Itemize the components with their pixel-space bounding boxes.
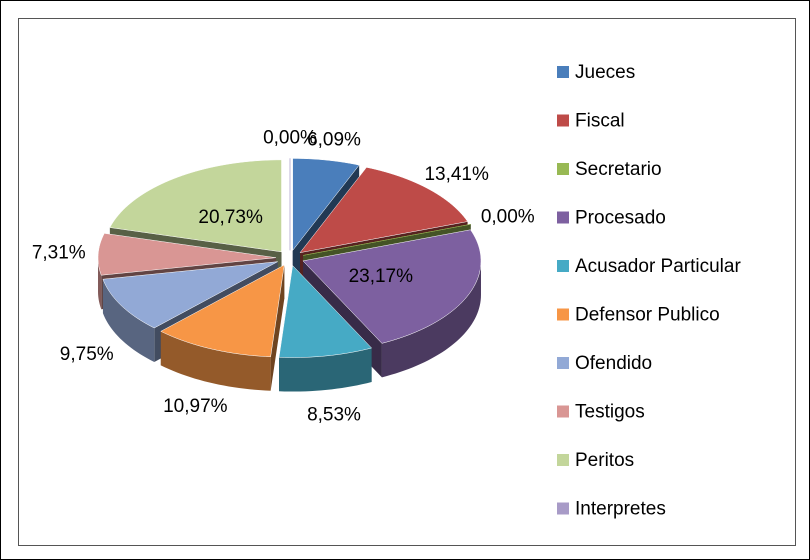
- legend-label: Procesado: [575, 208, 666, 229]
- slice-wall: [160, 331, 271, 391]
- slice-wall: [98, 257, 102, 310]
- legend-label: Ofendido: [575, 353, 652, 374]
- legend-swatch: [557, 454, 569, 466]
- slice-top: [278, 265, 373, 358]
- data-label: 20,73%: [198, 207, 263, 228]
- legend-swatch: [557, 260, 569, 272]
- legend-label: Secretario: [575, 159, 662, 180]
- legend-swatch: [557, 163, 569, 175]
- data-label: 0,00%: [481, 207, 535, 228]
- data-label: 0,00%: [263, 127, 317, 148]
- plot-area-border: [18, 18, 796, 546]
- legend-swatch: [557, 308, 569, 321]
- legend-label: Interpretes: [575, 499, 666, 520]
- data-label: 8,53%: [307, 404, 361, 425]
- legend-swatch: [557, 502, 569, 515]
- slice-top: [102, 261, 278, 329]
- data-label: 9,75%: [60, 344, 114, 365]
- legend-swatch: [557, 66, 569, 78]
- data-label: 7,31%: [32, 242, 86, 263]
- slice-top: [292, 158, 360, 252]
- slice-top: [160, 264, 285, 358]
- slice-top: [303, 224, 471, 256]
- slice-top: [302, 229, 482, 344]
- data-label: 23,17%: [349, 266, 414, 287]
- slice-wall: [381, 260, 481, 378]
- slice-top: [109, 159, 282, 253]
- legend-label: Fiscal: [575, 111, 625, 132]
- legend-label: Testigos: [575, 402, 645, 423]
- legend-swatch: [557, 114, 569, 127]
- slice: [160, 264, 285, 391]
- slice: [278, 265, 373, 392]
- slice-top: [299, 167, 469, 254]
- legend-label: Peritos: [575, 450, 634, 471]
- legend-swatch: [557, 211, 569, 224]
- legend-label: Jueces: [575, 62, 635, 83]
- data-label: 13,41%: [424, 164, 489, 185]
- legend-label: Acusador Particular: [575, 256, 741, 277]
- legend-swatch: [557, 405, 569, 418]
- data-label: 10,97%: [163, 396, 228, 417]
- legend-swatch: [557, 357, 569, 369]
- data-label: 6,09%: [307, 130, 361, 151]
- slice-wall: [279, 348, 372, 392]
- slice-top: [97, 233, 277, 276]
- legend-label: Defensor Publico: [575, 305, 720, 326]
